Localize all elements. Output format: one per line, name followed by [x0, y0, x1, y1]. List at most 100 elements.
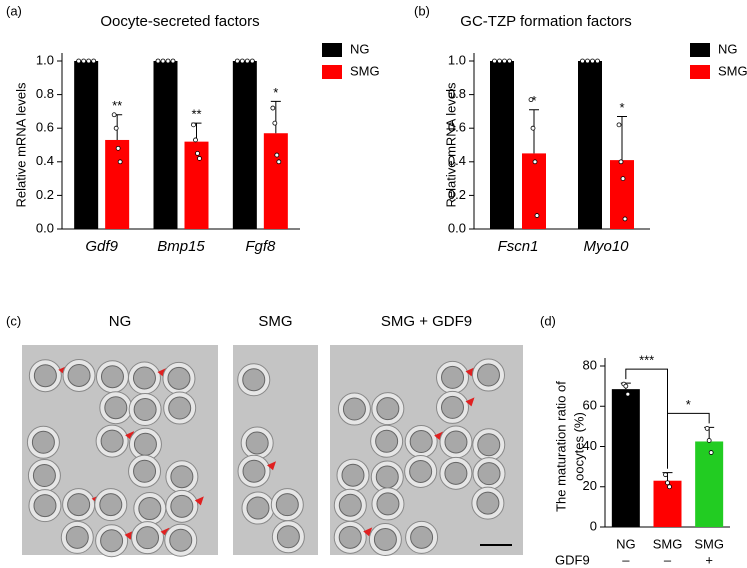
data-point: [195, 150, 200, 156]
image-title: SMG + GDF9: [381, 313, 472, 330]
oocyte-core: [100, 429, 124, 453]
bar: [695, 441, 724, 527]
data-point: [580, 58, 585, 64]
significance-label: *: [273, 85, 278, 100]
oocyte-core: [132, 366, 156, 390]
y-axis-label: oocytes (%): [571, 412, 586, 481]
x-tick-label: Bmp15: [157, 238, 205, 255]
data-point: [249, 58, 255, 64]
y-tick-label: 1.0: [36, 52, 54, 67]
bar: [74, 61, 99, 229]
oocyte-core: [167, 366, 191, 390]
significance-label: *: [619, 100, 624, 115]
data-point: [86, 58, 92, 64]
data-point: [704, 425, 710, 431]
data-point: [706, 438, 712, 443]
data-point: [708, 450, 714, 455]
oocyte-core: [410, 525, 434, 549]
y-tick-label: 0.6: [448, 120, 466, 135]
data-point: [170, 58, 176, 64]
oocyte-core: [409, 430, 433, 454]
oocyte-core: [99, 493, 123, 517]
oocyte-core: [338, 493, 362, 517]
panel-label: (a): [6, 3, 22, 18]
data-point: [585, 58, 590, 64]
oocyte-core: [375, 465, 399, 489]
y-tick-label: 0.0: [36, 220, 54, 235]
data-point: [618, 159, 624, 165]
y-tick-label: 0.8: [36, 86, 54, 101]
data-point: [616, 122, 622, 128]
data-point: [239, 58, 245, 64]
x-tick-label: Gdf9: [85, 238, 118, 255]
y-axis-label: Relative mRNA levels: [13, 82, 28, 207]
oocyte-core: [67, 493, 91, 517]
legend-label: NG: [718, 41, 738, 56]
oocyte-core: [100, 365, 124, 389]
arrowhead: [267, 461, 277, 471]
significance-label: *: [686, 397, 691, 412]
data-point: [81, 58, 87, 64]
data-point: [197, 156, 202, 161]
data-point: [663, 472, 668, 478]
y-tick-label: 0.4: [36, 153, 54, 168]
oocyte-core: [440, 395, 464, 419]
oocyte-core: [170, 465, 194, 489]
oocyte-core: [104, 396, 128, 420]
y-tick-label: 0.2: [448, 187, 466, 202]
data-point: [117, 159, 123, 165]
data-point: [193, 137, 198, 143]
treatment-value: –: [664, 552, 672, 567]
panel-label: (c): [6, 313, 21, 328]
legend-swatch: [690, 43, 710, 57]
chart-title: GC-TZP formation factors: [460, 13, 631, 30]
legend-label: SMG: [718, 63, 747, 78]
bar: [263, 133, 288, 229]
oocyte-core: [133, 459, 157, 483]
oocyte-core: [476, 363, 500, 387]
x-tick-label: SMG: [653, 536, 683, 551]
oocyte-core: [338, 525, 362, 549]
data-point: [115, 145, 121, 151]
data-point: [76, 58, 82, 64]
bar: [153, 61, 178, 229]
arrowhead: [194, 496, 204, 506]
oocyte-core: [32, 464, 56, 488]
panel-label: (d): [540, 313, 556, 328]
data-point: [91, 58, 97, 64]
legend-swatch: [322, 65, 342, 79]
data-point: [665, 480, 670, 486]
oocyte-core: [477, 462, 501, 486]
oocyte-core: [276, 525, 300, 549]
data-point: [276, 159, 282, 165]
x-tick-label: SMG: [694, 536, 724, 551]
data-point: [534, 213, 540, 218]
data-point: [191, 122, 196, 128]
data-point: [111, 112, 117, 118]
data-point: [620, 176, 626, 182]
error-bar: [270, 100, 281, 134]
oocyte-core: [168, 396, 192, 420]
data-point: [274, 152, 280, 158]
arrowhead: [465, 397, 475, 407]
data-point: [622, 216, 628, 222]
bar: [610, 160, 634, 229]
y-tick-label: 80: [583, 357, 597, 372]
data-point: [160, 58, 166, 64]
oocyte-core: [138, 497, 162, 521]
oocyte-core: [342, 397, 366, 421]
bar: [578, 61, 602, 229]
legend-swatch: [322, 43, 342, 57]
image-title: NG: [109, 313, 132, 330]
y-tick-label: 0.8: [448, 86, 466, 101]
data-point: [590, 58, 595, 64]
data-point: [165, 58, 171, 64]
oocyte-core: [242, 368, 266, 392]
bar: [490, 61, 514, 229]
x-tick-label: Fgf8: [245, 238, 276, 255]
oocyte-core: [133, 432, 157, 456]
y-tick-label: 20: [583, 478, 597, 493]
data-point: [667, 484, 672, 490]
y-tick-label: 0.4: [448, 153, 466, 168]
oocyte-core: [246, 496, 270, 520]
